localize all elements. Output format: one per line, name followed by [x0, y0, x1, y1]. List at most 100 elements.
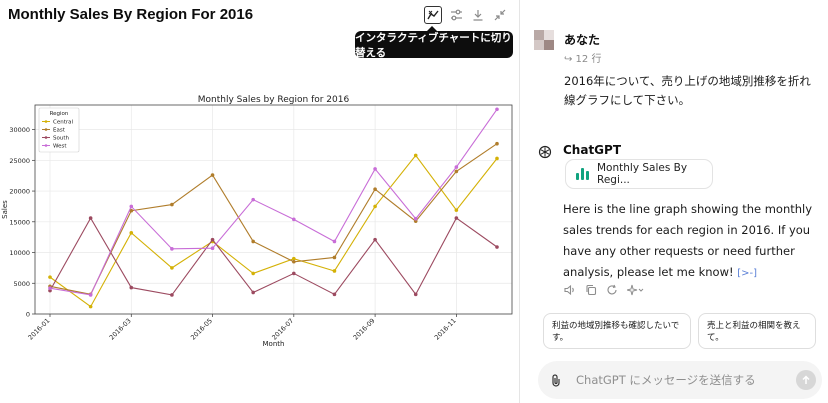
panel-divider — [519, 0, 520, 403]
x-tick-label: 2016-03 — [108, 317, 133, 342]
speaker-icon[interactable] — [563, 283, 576, 296]
line-reference[interactable]: ↪ 12 行 — [564, 54, 602, 65]
legend-label: South — [53, 136, 69, 142]
legend-label: Central — [53, 120, 73, 126]
data-point-west — [495, 107, 499, 112]
data-point-west — [170, 247, 174, 251]
plot-frame — [34, 104, 513, 315]
series-line-central — [49, 154, 498, 308]
data-point-central — [170, 266, 174, 270]
y-axis-label: Sales — [1, 200, 9, 219]
data-point-east — [170, 202, 174, 207]
user-name: あなた — [564, 33, 601, 47]
y-tick-label: 10000 — [9, 249, 30, 257]
message-composer — [538, 361, 822, 399]
data-point-west — [48, 286, 52, 290]
switch-interactive-tooltip: インタラクティブチャートに切り替える — [355, 26, 513, 59]
suggestion-button-2[interactable]: 売上と利益の相関を教えて。 — [698, 313, 816, 349]
legend-marker — [44, 120, 48, 123]
data-point-central — [292, 256, 296, 261]
chatgpt-logo-icon — [538, 144, 552, 159]
message-actions — [563, 283, 646, 296]
data-point-central — [129, 231, 134, 235]
data-point-central — [495, 156, 499, 161]
data-point-central — [48, 275, 52, 279]
data-point-south — [413, 292, 418, 297]
send-button[interactable] — [796, 370, 816, 390]
data-point-west — [332, 239, 337, 244]
x-tick-label: 2016-09 — [352, 317, 377, 342]
data-point-east — [251, 239, 255, 244]
data-point-west — [373, 167, 377, 171]
data-point-south — [332, 292, 337, 297]
chart-title: Monthly Sales by Region for 2016 — [198, 95, 350, 105]
legend-label: East — [53, 128, 66, 134]
legend-marker — [44, 136, 48, 139]
data-point-south — [129, 285, 134, 290]
legend-box — [38, 107, 80, 153]
sparkle-icon[interactable] — [626, 283, 646, 296]
data-point-south — [210, 237, 215, 242]
collapse-icon[interactable] — [491, 6, 509, 24]
user-message: 2016年について、売り上げの地域別推移を折れ線グラフにして下さい。 — [564, 74, 811, 107]
x-tick-label: 2016-05 — [189, 317, 214, 342]
data-point-south — [454, 216, 459, 220]
data-point-central — [413, 153, 418, 158]
chart-panel: Monthly Sales By Region For 2016 インタラクティ… — [0, 6, 519, 358]
data-point-south — [88, 216, 93, 220]
regenerate-icon[interactable] — [605, 283, 618, 296]
assistant-name: ChatGPT — [563, 143, 622, 157]
y-tick-label: 20000 — [9, 188, 30, 196]
data-point-central — [454, 208, 459, 212]
legend-marker — [44, 144, 48, 147]
chat-panel: あなた ↪ 12 行 2016年について、売り上げの地域別推移を折れ線グラフにし… — [520, 0, 828, 403]
data-point-west — [251, 197, 255, 202]
data-point-east — [454, 169, 459, 174]
bar-chart-icon — [576, 168, 589, 180]
chart-chip-label: Monthly Sales By Regi... — [597, 162, 688, 186]
y-tick-label: 5000 — [13, 280, 30, 288]
data-point-central — [88, 304, 93, 309]
y-tick-label: 15000 — [9, 218, 30, 226]
data-point-central — [251, 271, 255, 276]
paperclip-icon[interactable] — [550, 373, 564, 387]
data-point-west — [413, 216, 418, 221]
data-point-west — [210, 246, 215, 251]
sliders-icon[interactable] — [447, 6, 465, 24]
series-line-south — [49, 216, 498, 296]
chart-attachment-chip[interactable]: Monthly Sales By Regi... — [565, 159, 713, 189]
x-axis-label: Month — [263, 340, 285, 348]
suggestion-button-1[interactable]: 利益の地域別推移も確認したいです。 — [543, 313, 691, 349]
chart-image: Monthly Sales by Region for 2016 0 5000 100… — [0, 88, 519, 358]
reply-text: Here is the line graph showing the month… — [563, 202, 813, 279]
data-point-west — [88, 293, 93, 297]
code-citation-link[interactable]: [>-] — [737, 268, 758, 279]
legend-title: Region — [50, 111, 69, 117]
y-tick-label: 25000 — [9, 157, 30, 165]
data-point-south — [170, 293, 174, 297]
data-point-east — [292, 259, 296, 264]
y-tick-label: 30000 — [9, 126, 30, 134]
copy-icon[interactable] — [584, 283, 597, 296]
interactive-chart-icon[interactable] — [424, 6, 442, 24]
download-icon[interactable] — [469, 6, 487, 24]
data-point-west — [292, 217, 296, 222]
data-point-west — [129, 204, 134, 209]
x-tick-label: 2016-07 — [270, 317, 295, 342]
legend-label: West — [53, 144, 67, 150]
data-point-west — [454, 165, 459, 169]
data-point-central — [332, 269, 337, 273]
data-point-east — [210, 173, 215, 177]
line-chart: Monthly Sales by Region for 2016 0 5000 100… — [1, 95, 513, 348]
arrow-up-icon — [802, 375, 810, 384]
assistant-reply: Here is the line graph showing the month… — [563, 199, 825, 284]
x-tick-label: 2016-01 — [27, 317, 52, 342]
data-point-south — [251, 290, 255, 295]
data-point-south — [373, 237, 377, 242]
message-input[interactable] — [576, 373, 776, 387]
data-point-south — [495, 245, 499, 249]
legend-marker — [44, 128, 48, 131]
data-point-east — [129, 208, 134, 213]
x-tick-label: 2016-11 — [433, 317, 458, 342]
user-avatar — [534, 30, 554, 50]
